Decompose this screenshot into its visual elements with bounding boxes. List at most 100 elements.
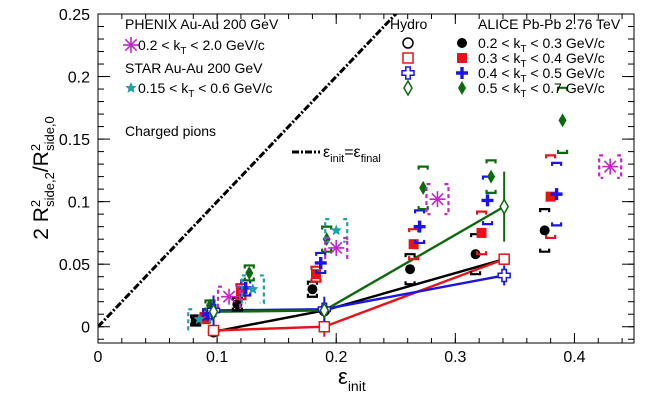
star-header: STAR Au-Au 200 GeV <box>125 60 263 76</box>
star-sys-right <box>343 218 349 243</box>
phenix-sys-right <box>444 183 450 216</box>
y-tick-label: 0.05 <box>59 257 90 274</box>
phenix-sys-left <box>216 285 223 308</box>
hydro-point-0.3-0.4 <box>207 324 220 337</box>
alice-sys-0.4-0.5 <box>550 161 563 227</box>
phenix-sys-right <box>617 154 623 179</box>
alice-sys-0.5-0.7-top <box>243 264 255 269</box>
hydro-point-0.3-0.4 <box>498 253 510 265</box>
alice-sys-0.2-0.3-bottom <box>404 281 416 286</box>
star-point <box>330 224 342 236</box>
y-label-part-1: 2 R <box>30 207 53 240</box>
axes: 0 0.1 0.2 0.3 0.4 0 0.05 0.1 0.15 0.2 0.25 <box>59 7 634 366</box>
eq-b: ε <box>354 144 361 161</box>
star-sys-left <box>240 274 246 305</box>
legend-left: PHENIX Au-Au 200 GeV 0.2 < kT < 2.0 GeV/… <box>123 16 279 139</box>
phenix-point-stroke <box>329 241 343 255</box>
y-label-sup-2: 2 <box>28 144 43 151</box>
alice-sys-0.2-0.3 <box>539 208 551 253</box>
alice-point-0.3-0.4 <box>408 239 419 250</box>
alice-sys-0.2-0.3 <box>404 253 416 286</box>
kt-3-sub: T <box>520 74 526 85</box>
phenix-point-stroke <box>222 290 236 303</box>
alice-sys-0.4-0.5-top <box>315 251 327 256</box>
y-tick-label: 0.2 <box>68 70 90 87</box>
phenix-sys-left <box>425 183 431 216</box>
phenix-sys <box>216 285 242 308</box>
x-label-main: ε <box>338 364 348 389</box>
phenix-sys <box>425 183 450 216</box>
alice-point-0.2-0.3 <box>307 284 318 295</box>
alice-sys-0.5-0.7-top <box>417 165 429 170</box>
phenix-sys-right <box>343 236 349 260</box>
alice-point-0.3-0.4 <box>200 312 211 323</box>
alice-sys-0.5-0.7 <box>556 86 569 154</box>
alice-sys-0.3-0.4-top <box>545 154 557 159</box>
kt-label-4: 0.5 < kT < 0.7 GeV/c <box>478 80 605 100</box>
hydro-point-0.5-0.7 <box>208 303 219 321</box>
phenix-sys-left <box>598 154 604 179</box>
alice-sys-0.2-0.3-top <box>539 208 551 213</box>
legend-hydro-0.3-0.4 <box>402 52 414 64</box>
star-sys <box>240 274 265 305</box>
alice-point-0.2-0.3 <box>405 264 416 275</box>
alice-sys-0.5-0.7 <box>485 159 497 194</box>
alice-point-0.5-0.7 <box>245 265 254 280</box>
star-series-label: 0.15 < kT < 0.6 GeV/c <box>138 80 273 100</box>
star-sys-right <box>259 274 265 305</box>
kt-1: 0.2 < k <box>478 35 521 51</box>
alice-point-0.5-0.7 <box>558 113 567 128</box>
star-sys-left <box>187 308 193 331</box>
alice-point-0.5-0.7 <box>322 232 331 247</box>
phenix-sys <box>324 236 349 260</box>
legend-hydro-0.5-0.7 <box>403 79 413 97</box>
alice-point-0.3-0.4 <box>310 269 321 280</box>
alice-header: ALICE Pb-Pb 2.76 TeV <box>478 16 621 32</box>
hydro-line-0.5-0.7 <box>213 205 505 313</box>
star-sys-left <box>324 218 330 243</box>
kt-3-tail: < 0.5 GeV/c <box>527 65 605 81</box>
legend-star-star <box>125 82 137 93</box>
star-sys <box>324 218 349 243</box>
alice-sys-0.3-0.4-bottom <box>310 278 322 283</box>
kt-2: 0.3 < k <box>478 50 521 66</box>
phenix-point <box>221 288 238 305</box>
alice-sys-0.4-0.5-bottom <box>414 239 426 245</box>
legend-phenix-asterisk <box>123 37 139 53</box>
eq-a: ε <box>323 144 330 161</box>
alice-sys-0.3-0.4-bottom <box>545 234 557 240</box>
alice-sys-0.5-0.7 <box>243 264 255 282</box>
legend-alice-0.2-0.3 <box>457 38 467 48</box>
x-tick-label: 0.4 <box>563 349 585 366</box>
kt-2-sub: T <box>520 59 526 70</box>
hydro-point-0.4-0.5 <box>497 268 511 283</box>
alice-point-0.4-0.5 <box>201 308 214 321</box>
y-label-sub-2: side,0 <box>42 116 57 151</box>
alice-sys-0.5-0.7-bottom <box>556 149 569 154</box>
reference-label: εinit=εfinal <box>323 144 381 165</box>
alice-sys-0.4-0.5-top <box>550 161 563 166</box>
kt-4: 0.5 < k <box>478 80 521 96</box>
phenix-series-label: 0.2 < kT < 2.0 GeV/c <box>138 37 265 57</box>
legend-star-marker <box>125 82 137 93</box>
alice-sys-0.5-0.7-bottom <box>243 277 255 282</box>
legend-hydro-0.4-0.5 <box>401 66 415 80</box>
legend-alice-0.4-0.5 <box>456 67 468 80</box>
alice-point-0.4-0.5 <box>550 188 563 201</box>
x-tick-label: 0.2 <box>325 349 347 366</box>
x-tick-label: 0.3 <box>444 349 466 366</box>
x-label-sub: init <box>348 378 366 394</box>
phenix-sys <box>598 154 623 179</box>
alice-point-0.4-0.5 <box>239 281 252 294</box>
phenix-kt: 0.2 < k <box>138 37 181 53</box>
y-label-part-2: /R <box>30 151 53 172</box>
alice-sys-0.5-0.7-top <box>556 86 569 91</box>
alice-sys-0.2-0.3-bottom <box>231 307 243 312</box>
hydro-point-0.5-0.7 <box>499 198 510 216</box>
alice-sys-0.3-0.4 <box>475 210 488 256</box>
alice-sys-0.5-0.7-bottom <box>321 248 333 253</box>
phenix-point <box>328 239 345 256</box>
kt-4-tail: < 0.7 GeV/c <box>527 80 605 96</box>
legend-phenix-asterisk-stroke <box>124 38 138 52</box>
